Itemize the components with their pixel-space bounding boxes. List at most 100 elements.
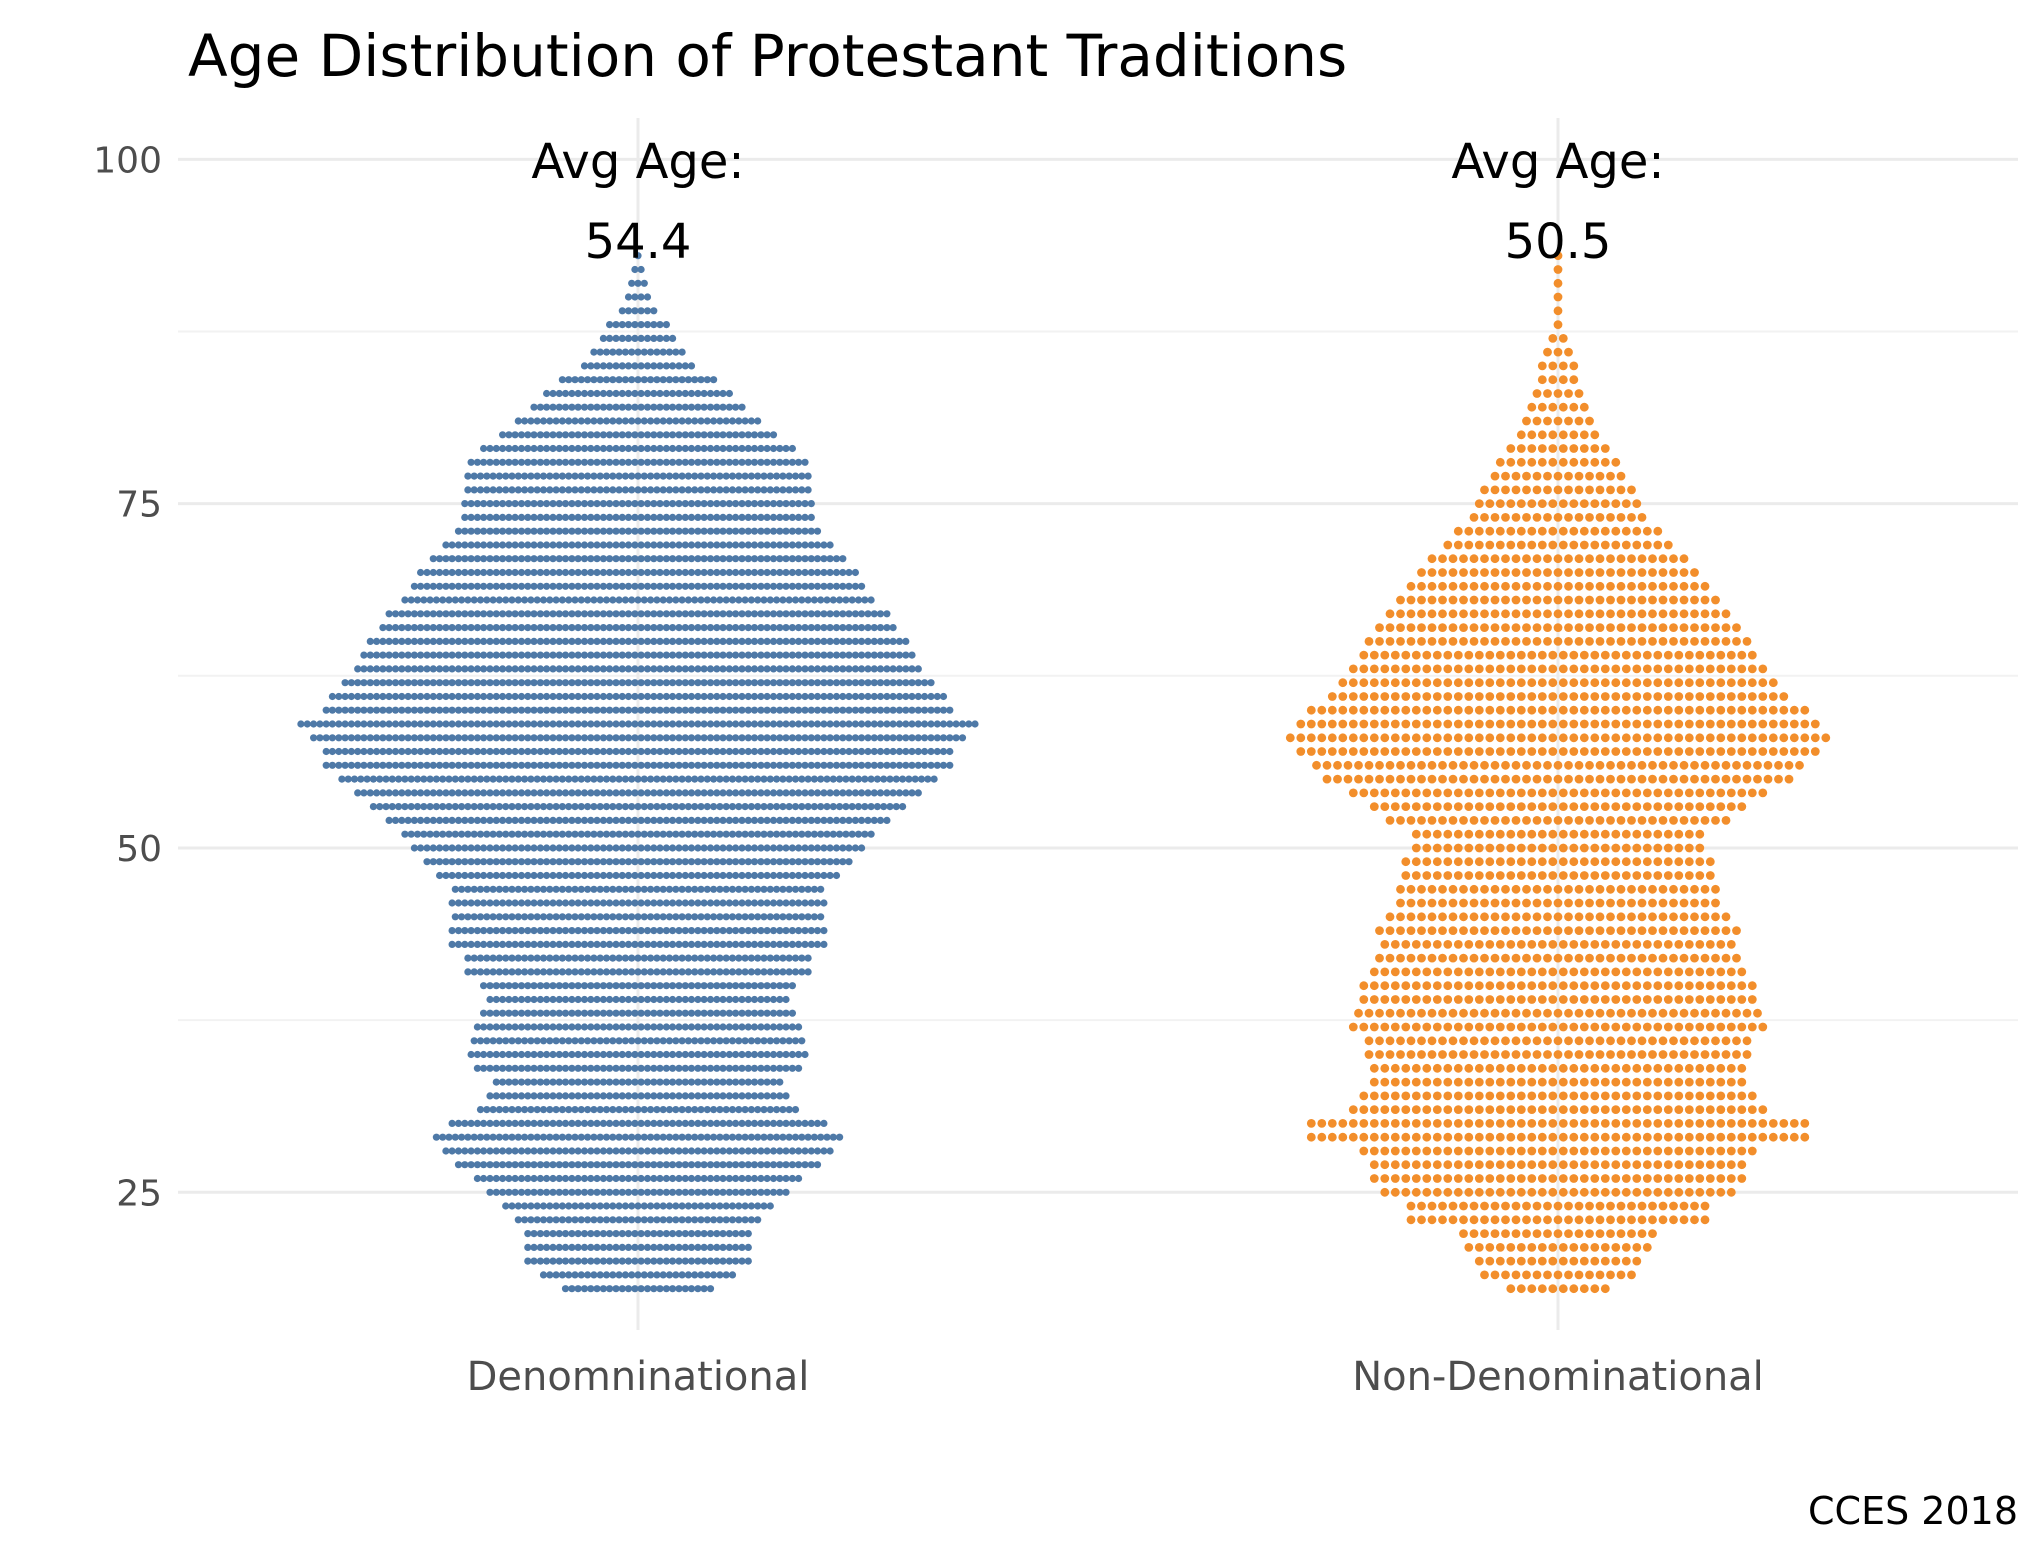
data-point: [1595, 1036, 1605, 1046]
data-point: [1600, 981, 1610, 991]
data-point: [417, 665, 425, 673]
data-point: [1443, 1077, 1453, 1087]
data-point: [486, 1064, 494, 1072]
data-point: [829, 596, 837, 604]
data-point: [1663, 1187, 1673, 1197]
data-point: [637, 816, 645, 825]
data-point: [347, 747, 355, 756]
data-point: [820, 1147, 828, 1155]
data-point: [584, 417, 592, 425]
data-point: [681, 1078, 689, 1086]
data-point: [1543, 1036, 1552, 1046]
data-point: [426, 803, 434, 811]
data-point: [788, 692, 797, 701]
data-point: [549, 527, 557, 535]
data-point: [665, 1271, 674, 1279]
data-point: [549, 513, 557, 522]
data-point: [637, 899, 645, 907]
data-point: [517, 816, 526, 825]
data-point: [1590, 1256, 1600, 1266]
data-point: [719, 500, 727, 508]
data-point: [612, 1161, 620, 1169]
data-point: [637, 1092, 645, 1100]
data-point: [624, 1092, 633, 1100]
data-point: [700, 1064, 708, 1072]
data-point: [530, 1092, 538, 1100]
data-point: [700, 389, 708, 398]
data-point: [618, 321, 626, 329]
data-point: [379, 734, 387, 742]
data-point: [580, 444, 589, 453]
data-point: [599, 995, 608, 1004]
data-point: [467, 568, 475, 577]
data-point: [801, 720, 809, 728]
data-point: [870, 692, 878, 701]
data-point: [725, 927, 734, 935]
data-point: [1443, 1105, 1453, 1114]
data-point: [795, 651, 803, 659]
data-point: [328, 692, 336, 701]
data-point: [571, 913, 579, 921]
data-point: [454, 582, 463, 590]
data-point: [732, 1161, 740, 1169]
data-point: [669, 389, 677, 398]
data-point: [574, 1078, 582, 1086]
data-point: [1480, 1201, 1489, 1211]
data-point: [750, 679, 759, 687]
data-point: [1663, 995, 1673, 1004]
data-point: [574, 431, 582, 439]
data-point: [599, 431, 608, 439]
data-point: [568, 1023, 576, 1031]
data-point: [568, 1092, 576, 1100]
data-point: [744, 1009, 752, 1017]
y-tick-label: 100: [93, 140, 162, 181]
data-point: [1422, 1077, 1432, 1087]
data-point: [706, 582, 715, 590]
data-point: [574, 1188, 582, 1196]
data-point: [511, 720, 519, 728]
data-point: [571, 1216, 579, 1224]
data-point: [700, 444, 708, 453]
data-point: [1401, 1105, 1411, 1114]
data-point: [511, 706, 519, 714]
data-point: [763, 1161, 771, 1169]
data-point: [442, 582, 450, 590]
data-point: [549, 651, 557, 659]
data-point: [763, 624, 771, 632]
data-point: [555, 1243, 563, 1251]
data-point: [725, 1243, 734, 1251]
data-point: [732, 1174, 740, 1183]
data-point: [1548, 1174, 1558, 1183]
data-point: [606, 610, 614, 618]
data-point: [738, 527, 746, 535]
data-point: [533, 968, 541, 976]
data-point: [470, 968, 478, 976]
data-point: [565, 1037, 573, 1045]
data-point: [769, 1078, 778, 1086]
data-point: [536, 1119, 545, 1127]
data-point: [555, 665, 563, 673]
data-point: [584, 885, 592, 893]
data-point: [517, 871, 526, 880]
data-point: [527, 1037, 535, 1045]
data-point: [744, 610, 752, 618]
data-point: [1380, 981, 1390, 991]
data-point: [618, 1243, 626, 1251]
data-point: [480, 541, 488, 549]
data-point: [795, 568, 803, 577]
data-point: [902, 747, 910, 756]
data-point: [801, 624, 809, 632]
data-point: [672, 954, 680, 962]
data-point: [640, 954, 648, 962]
data-point: [536, 1161, 545, 1169]
data-point: [612, 1188, 620, 1196]
data-point: [571, 1271, 579, 1279]
data-point: [823, 1133, 831, 1141]
data-point: [732, 1050, 740, 1059]
data-point: [706, 458, 715, 466]
data-point: [436, 679, 444, 687]
data-point: [480, 789, 488, 797]
data-point: [404, 692, 412, 701]
data-point: [691, 1133, 699, 1141]
data-point: [754, 417, 762, 425]
